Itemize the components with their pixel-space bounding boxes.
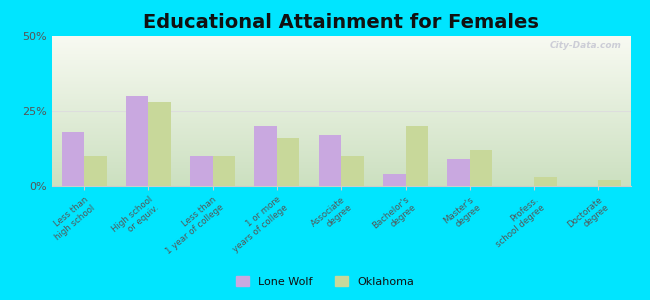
Bar [190, 156, 213, 186]
Legend: Lone Wolf, Oklahoma: Lone Wolf, Oklahoma [231, 272, 419, 291]
Bar [470, 150, 492, 186]
Text: City-Data.com: City-Data.com [550, 40, 622, 50]
Bar [148, 102, 171, 186]
Bar [84, 156, 107, 186]
Bar [255, 126, 277, 186]
Bar [318, 135, 341, 186]
Bar [447, 159, 470, 186]
Bar [406, 126, 428, 186]
Title: Educational Attainment for Females: Educational Attainment for Females [143, 13, 540, 32]
Bar [62, 132, 84, 186]
Bar [383, 174, 406, 186]
Bar [341, 156, 364, 186]
Bar [213, 156, 235, 186]
Bar [599, 180, 621, 186]
Bar [277, 138, 300, 186]
Bar [126, 96, 148, 186]
Bar [534, 177, 556, 186]
